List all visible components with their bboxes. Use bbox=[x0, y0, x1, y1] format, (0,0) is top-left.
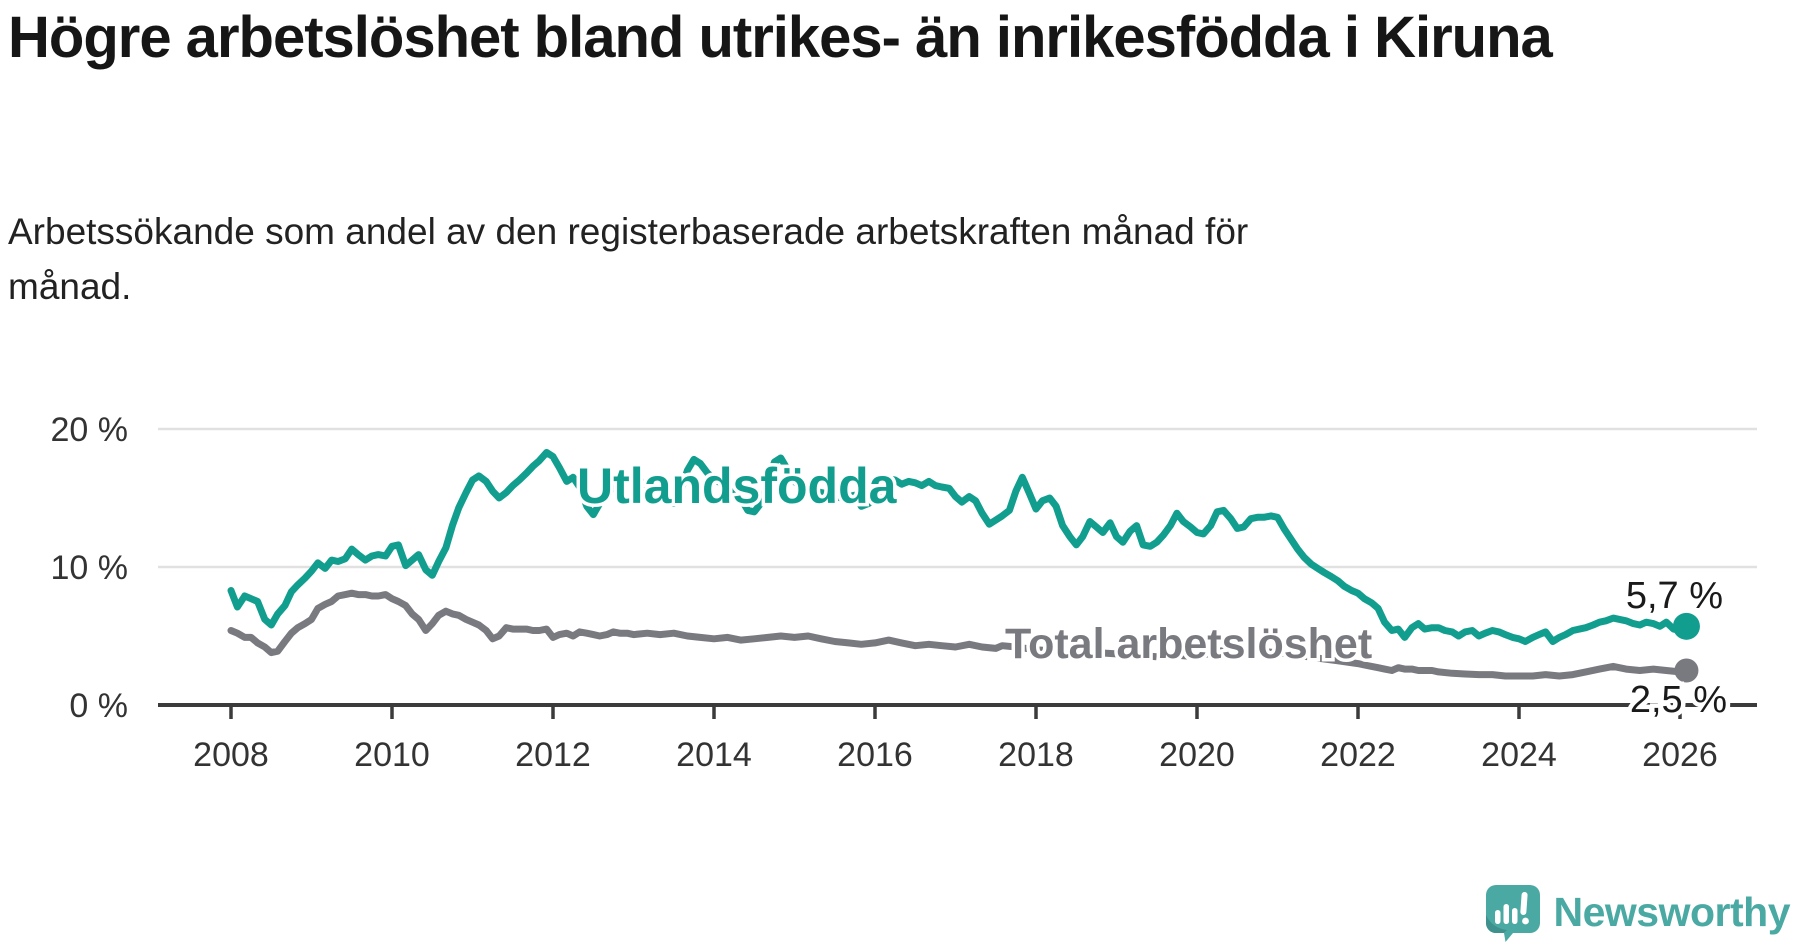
x-axis-tick-label: 2014 bbox=[676, 736, 752, 774]
series-utlandsfodda-endpoint-dot bbox=[1672, 612, 1700, 640]
x-axis-labels: 2008 2010 2012 2014 2016 2018 2020 2022 2024 2026 bbox=[193, 736, 1718, 774]
page-title: Högre arbetslöshet bland utrikes- än inr… bbox=[8, 5, 1553, 70]
x-axis-tick-label: 2008 bbox=[193, 736, 269, 774]
series-label-total: Total arbetslöshet bbox=[1005, 620, 1372, 668]
y-axis-tick-label: 0 % bbox=[69, 687, 128, 725]
x-axis-ticks bbox=[229, 705, 1682, 719]
end-label-utlandsfodda: 5,7 % bbox=[1626, 575, 1723, 617]
y-axis-tick-label: 20 % bbox=[51, 411, 129, 449]
series-label-utlandsfodda: Utlandsfödda bbox=[577, 458, 898, 514]
x-axis-tick-label: 2020 bbox=[1159, 736, 1235, 774]
bar-chart-glyph bbox=[1494, 904, 1517, 924]
x-axis-tick-label: 2026 bbox=[1642, 736, 1718, 774]
y-axis-tick-label: 10 % bbox=[51, 549, 129, 587]
newsworthy-wordmark: Newsworthy bbox=[1553, 888, 1791, 935]
y-axis-labels: 0 % 10 % 20 % bbox=[51, 411, 129, 725]
x-axis-tick-label: 2012 bbox=[515, 736, 591, 774]
x-axis-tick-label: 2016 bbox=[837, 736, 913, 774]
series-total-endpoint-dot bbox=[1674, 658, 1699, 683]
x-axis-tick-label: 2022 bbox=[1320, 736, 1396, 774]
x-axis-tick-label: 2024 bbox=[1481, 736, 1557, 774]
newsworthy-speech-bubble-chart-icon bbox=[1485, 885, 1540, 942]
series-total-line bbox=[227, 589, 1690, 680]
x-axis-tick-label: 2010 bbox=[354, 736, 430, 774]
end-label-total: 2,5 % bbox=[1630, 679, 1727, 721]
newsworthy-logo: Newsworthy bbox=[1485, 882, 1791, 942]
exclamation-glyph bbox=[1519, 892, 1529, 925]
series-utlandsfodda-line bbox=[227, 449, 1690, 645]
chart-subtitle: Arbetssökande som andel av den registerb… bbox=[8, 211, 1249, 307]
x-axis-tick-label: 2018 bbox=[998, 736, 1074, 774]
